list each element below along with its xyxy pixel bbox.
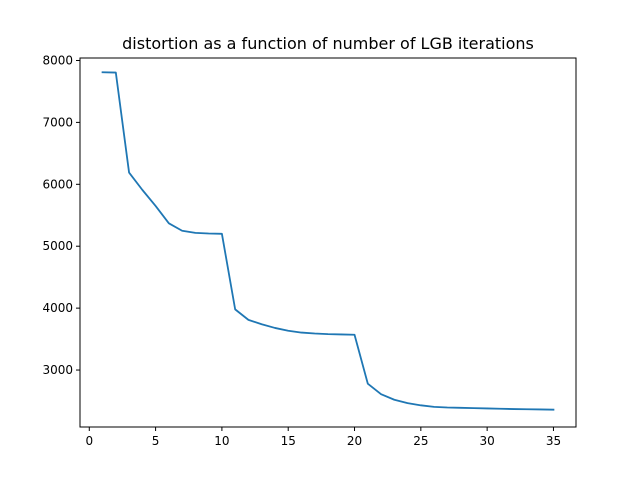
x-tick-label: 5 [152, 434, 160, 448]
y-tick-label: 5000 [42, 239, 73, 253]
x-axis: 0 5 10 15 20 25 30 35 [85, 427, 561, 448]
x-tick-label: 30 [480, 434, 495, 448]
x-tick-label: 10 [214, 434, 229, 448]
y-tick-label: 8000 [42, 53, 73, 67]
y-tick-label: 4000 [42, 301, 73, 315]
x-tick-label: 15 [281, 434, 296, 448]
x-tick-label: 0 [85, 434, 93, 448]
series-line [101, 71, 555, 411]
y-tick-label: 6000 [42, 177, 73, 191]
plot-series [101, 71, 555, 411]
y-axis: 3000 4000 5000 6000 7000 8000 [42, 53, 80, 377]
y-tick-label: 7000 [42, 115, 73, 129]
chart-title: distortion as a function of number of LG… [122, 34, 534, 53]
plot-frame [79, 57, 577, 428]
x-tick-label: 20 [347, 434, 362, 448]
x-tick-label: 35 [546, 434, 561, 448]
y-tick-label: 3000 [42, 363, 73, 377]
x-tick-label: 25 [413, 434, 428, 448]
